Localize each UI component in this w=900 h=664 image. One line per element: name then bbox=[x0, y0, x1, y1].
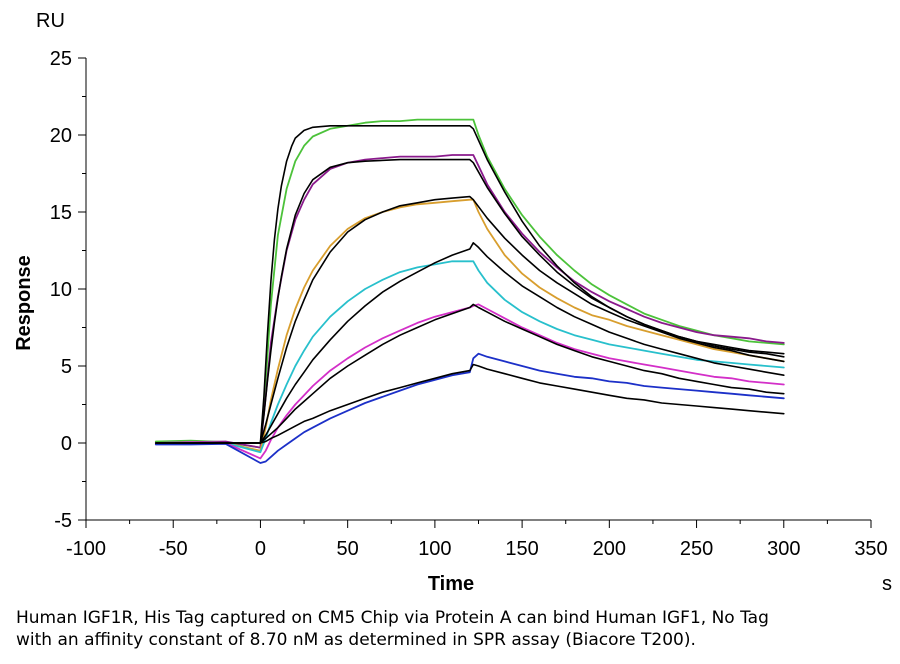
fit-curve-7 bbox=[155, 125, 785, 444]
x-tick-label: 0 bbox=[255, 538, 266, 560]
response-curve-3 bbox=[154, 198, 785, 452]
response-curve-6 bbox=[154, 352, 785, 464]
x-tick-label: 150 bbox=[505, 538, 538, 560]
y-axis-title: Response bbox=[13, 255, 35, 351]
x-tick-label: 50 bbox=[337, 538, 359, 560]
x-tick-label: -50 bbox=[159, 538, 188, 560]
response-curve-5 bbox=[154, 303, 785, 460]
fit-curve-11 bbox=[155, 303, 785, 444]
x-axis-title: Time bbox=[428, 573, 474, 595]
y-tick-label: 10 bbox=[50, 279, 72, 301]
x-tick-label: 300 bbox=[767, 538, 800, 560]
fit-curve-8 bbox=[155, 158, 785, 444]
y-tick-label: 20 bbox=[50, 125, 72, 147]
x-tick-label: -100 bbox=[66, 538, 106, 560]
x-tick-label: 250 bbox=[680, 538, 713, 560]
x-unit-label: s bbox=[882, 573, 892, 595]
response-curve-1 bbox=[154, 118, 785, 449]
caption-line-1: Human IGF1R, His Tag captured on CM5 Chi… bbox=[16, 608, 769, 628]
figure-caption: Human IGF1R, His Tag captured on CM5 Chi… bbox=[16, 607, 886, 651]
series-lines bbox=[154, 118, 785, 464]
spr-sensorgram-chart: -100 -50 0 50 100 150 200 250 300 3502520151050-5… bbox=[13, 10, 892, 595]
fit-curve-9 bbox=[155, 195, 785, 444]
fit-curve-12 bbox=[155, 363, 785, 444]
y-tick-label: 15 bbox=[50, 202, 72, 224]
y-tick-label: 25 bbox=[50, 48, 72, 70]
x-tick-label: 100 bbox=[418, 538, 451, 560]
y-unit-label: RU bbox=[36, 10, 65, 32]
response-curve-4 bbox=[154, 260, 785, 454]
y-tick-label: -5 bbox=[54, 510, 72, 532]
x-tick-label: 200 bbox=[593, 538, 626, 560]
axes bbox=[85, 58, 871, 521]
y-tick-label: 0 bbox=[61, 433, 72, 455]
y-tick-label: 5 bbox=[61, 356, 72, 378]
fit-curve-10 bbox=[155, 242, 785, 444]
caption-line-2: with an affinity constant of 8.70 nM as … bbox=[16, 630, 696, 650]
x-tick-label: 350 bbox=[854, 538, 887, 560]
